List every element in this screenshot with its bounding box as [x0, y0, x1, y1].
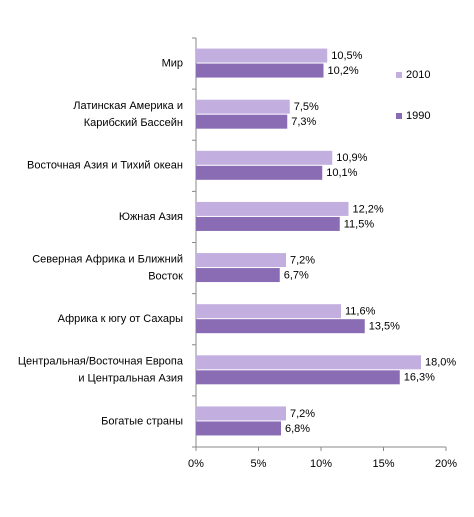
bar	[196, 99, 290, 114]
category-label: Восточная Азия и Тихий океан	[27, 160, 183, 172]
legend-label: 1990	[406, 110, 430, 122]
value-label: 11,5%	[344, 218, 375, 230]
bar	[196, 165, 323, 180]
bar	[196, 216, 340, 231]
bar	[196, 406, 286, 421]
legend-swatch	[396, 113, 402, 119]
bar	[196, 421, 281, 436]
value-label: 6,7%	[284, 269, 309, 281]
category-label: Мир	[162, 57, 183, 69]
value-label: 7,2%	[290, 408, 315, 420]
legend-swatch	[396, 72, 402, 78]
bar	[196, 63, 324, 78]
value-label: 10,5%	[331, 50, 362, 62]
value-label: 10,2%	[328, 65, 359, 77]
bar	[196, 201, 349, 216]
bar	[196, 370, 400, 385]
category-label: Центральная/Восточная Европа	[18, 356, 184, 368]
value-label: 12,2%	[353, 203, 384, 215]
category-label: Северная Африка и Ближний	[32, 253, 183, 265]
x-tick-label: 5%	[251, 458, 267, 470]
bar	[196, 48, 328, 63]
bar	[196, 268, 280, 283]
bar	[196, 150, 333, 165]
value-label: 16,3%	[404, 372, 435, 384]
legend-label: 2010	[406, 69, 430, 81]
x-tick-label: 15%	[372, 458, 394, 470]
value-label: 6,8%	[285, 423, 310, 435]
bar	[196, 319, 365, 334]
bar	[196, 304, 341, 319]
category-label: Африка к югу от Сахары	[58, 313, 183, 325]
category-label: Карибский Бассейн	[84, 117, 183, 129]
value-label: 7,2%	[290, 254, 315, 266]
value-label: 7,5%	[294, 101, 319, 113]
value-label: 10,1%	[326, 167, 357, 179]
value-label: 13,5%	[369, 321, 400, 333]
category-label: и Центральная Азия	[78, 373, 183, 385]
bar	[196, 114, 288, 129]
category-label: Богатые страны	[101, 415, 183, 427]
value-label: 10,9%	[336, 152, 367, 164]
bar	[196, 355, 421, 370]
bar	[196, 253, 286, 268]
category-label: Латинская Америка и	[73, 100, 183, 112]
x-tick-label: 20%	[435, 458, 457, 470]
value-label: 7,3%	[291, 116, 316, 128]
value-label: 18,0%	[425, 357, 456, 369]
value-label: 11,6%	[345, 306, 376, 318]
x-tick-label: 0%	[188, 458, 204, 470]
category-label: Восток	[148, 270, 183, 282]
category-label: Южная Азия	[119, 211, 183, 223]
x-tick-label: 10%	[310, 458, 332, 470]
